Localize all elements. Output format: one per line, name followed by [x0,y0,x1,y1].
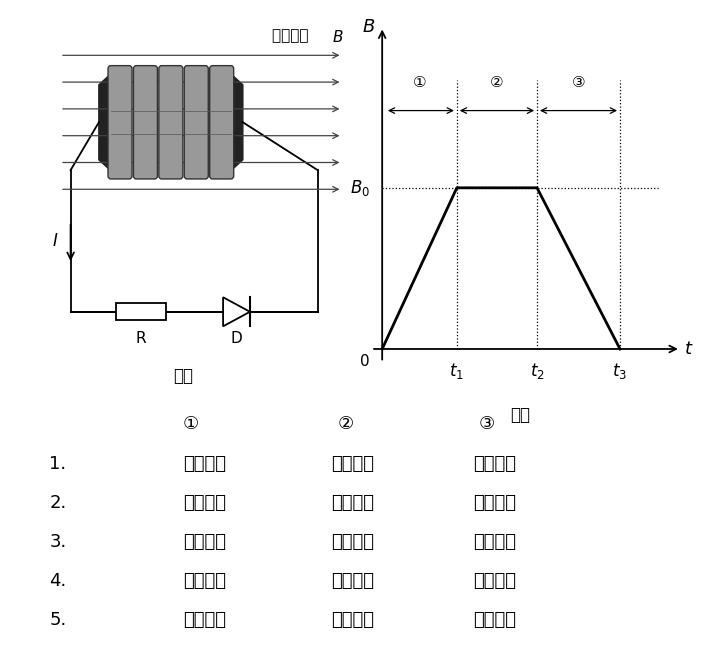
Text: 3.: 3. [49,533,66,551]
Text: 電流あり: 電流あり [332,572,374,590]
Text: $t_3$: $t_3$ [613,361,628,381]
Text: 電流なし: 電流なし [473,572,515,590]
Text: 電流なし: 電流なし [332,610,374,628]
FancyBboxPatch shape [108,65,132,179]
Text: 電流なし: 電流なし [473,455,515,473]
Text: ②: ② [490,75,504,90]
Text: 2.: 2. [49,494,66,512]
Polygon shape [225,69,243,176]
Text: 電流あり: 電流あり [332,533,374,551]
Text: $t_2$: $t_2$ [530,361,544,381]
Text: 電流あり: 電流あり [184,494,226,512]
Text: 電流なし: 電流なし [184,610,226,628]
Text: 図２: 図２ [510,406,530,424]
Text: 磁束密度: 磁束密度 [272,28,313,44]
Text: 電流あり: 電流あり [184,455,226,473]
Polygon shape [223,297,250,326]
Text: R: R [136,331,147,346]
Text: 電流なし: 電流なし [332,455,374,473]
FancyBboxPatch shape [159,65,183,179]
Bar [116,304,166,320]
Text: $B$: $B$ [361,18,375,36]
Text: ①: ① [413,75,426,90]
Text: 電流あり: 電流あり [473,494,515,512]
Text: 電流なし: 電流なし [184,572,226,590]
Text: D: D [231,331,242,346]
FancyBboxPatch shape [210,65,234,179]
FancyBboxPatch shape [133,65,157,179]
Text: ①: ① [183,415,198,433]
Text: 電流なし: 電流なし [332,494,374,512]
Text: 電流あり: 電流あり [473,610,515,628]
Text: 0: 0 [360,354,370,370]
Text: 電流あり: 電流あり [184,533,226,551]
Text: $B_0$: $B_0$ [350,178,370,198]
Text: 5.: 5. [49,610,66,628]
Text: 図１: 図１ [174,366,193,385]
Text: $t$: $t$ [683,340,693,358]
Text: $t_1$: $t_1$ [450,361,465,381]
Text: ②: ② [338,415,354,433]
Text: 4.: 4. [49,572,66,590]
Polygon shape [99,69,116,176]
Text: 電流あり: 電流あり [473,533,515,551]
Text: ③: ③ [572,75,585,90]
Text: $I$: $I$ [52,232,59,250]
FancyBboxPatch shape [184,65,208,179]
Text: 1.: 1. [49,455,66,473]
Text: ③: ③ [479,415,495,433]
Text: $B$: $B$ [332,28,343,44]
